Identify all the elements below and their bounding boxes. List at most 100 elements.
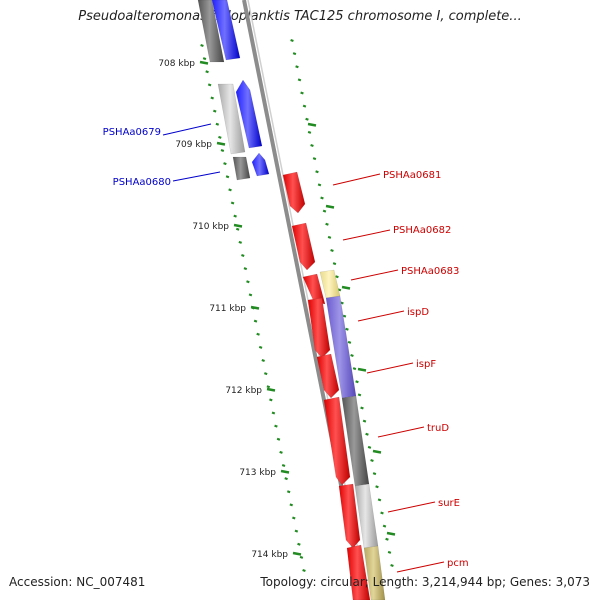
- scale-dash-left: [256, 332, 260, 336]
- forward-gene-arrow: [251, 152, 270, 177]
- tick-label: 709 kbp: [175, 140, 212, 150]
- reverse-gene-arrow: [282, 171, 306, 214]
- tick-mark: [250, 305, 260, 310]
- scale-dash-right: [325, 222, 329, 226]
- gene-label-leader: [366, 362, 414, 374]
- scale-dash-left: [281, 463, 286, 468]
- scale-dash-left: [241, 253, 245, 258]
- gene-label: pcm: [447, 558, 469, 569]
- scale-dash-left: [292, 516, 296, 520]
- scale-dash-left: [225, 175, 230, 179]
- cog-block: [319, 269, 341, 299]
- gene-label: ispF: [416, 359, 436, 370]
- reverse-gene-arrow: [338, 483, 361, 549]
- scale-dash-left: [212, 109, 217, 113]
- scale-dash-right: [360, 406, 364, 410]
- scale-dash-left: [235, 227, 240, 231]
- scale-dash-left: [299, 555, 304, 559]
- gene-label: truD: [427, 423, 449, 434]
- scale-dash-left: [238, 240, 243, 244]
- scale-dash-right: [352, 367, 357, 371]
- scale-dash-right: [372, 472, 377, 476]
- scale-dash-left: [205, 70, 209, 74]
- scale-dash-right: [385, 537, 389, 541]
- scale-dash-left: [220, 148, 225, 153]
- gene-label-leader: [387, 501, 436, 513]
- scale-dash-right: [367, 445, 372, 449]
- scale-dash-left: [286, 490, 291, 494]
- scale-dash-right: [382, 524, 387, 528]
- scale-dash-right: [315, 170, 319, 174]
- reverse-gene-arrow: [291, 222, 316, 271]
- tick-mark: [357, 367, 367, 372]
- scale-dash-left: [276, 437, 281, 441]
- tick-label: 714 kbp: [251, 550, 288, 560]
- scale-dash-right: [305, 117, 309, 121]
- scale-dash-left: [233, 214, 237, 218]
- gene-label: PSHAa0681: [383, 170, 441, 181]
- scale-dash-left: [228, 188, 232, 192]
- scale-dash-left: [274, 424, 278, 428]
- scale-dash-left: [202, 57, 207, 61]
- gene-label-leader: [332, 173, 381, 186]
- accession-label: Accession: NC_007481: [9, 575, 146, 589]
- reverse-gene-arrow: [323, 396, 351, 486]
- scale-dash-right: [390, 563, 394, 568]
- scale-dash-right: [302, 104, 307, 108]
- scale-dash-right: [335, 275, 339, 279]
- scale-dash-right: [290, 38, 294, 43]
- scale-dash-right: [337, 288, 342, 292]
- scale-dash-left: [261, 358, 265, 363]
- scale-dash-left: [200, 43, 204, 48]
- scale-dash-left: [266, 385, 271, 389]
- tick-mark: [216, 141, 226, 146]
- cog-block: [217, 83, 246, 155]
- scale-dash-right: [307, 130, 312, 134]
- scale-dash-left: [207, 83, 212, 87]
- scale-dash-left: [279, 450, 283, 454]
- gene-label: ispD: [407, 307, 429, 318]
- scale-dash-right: [387, 550, 392, 554]
- gene-label-leader: [350, 269, 399, 281]
- scale-dash-right: [327, 235, 332, 239]
- tick-mark: [307, 122, 317, 127]
- tick-label: 710 kbp: [192, 222, 229, 232]
- tick-mark: [280, 469, 290, 474]
- cog-block: [197, 0, 225, 63]
- scale-dash-right: [345, 327, 349, 331]
- genome-stats-label: Topology: circular; Length: 3,214,944 bp…: [260, 575, 590, 589]
- scale-dash-left: [210, 96, 214, 100]
- scale-dash-right: [320, 196, 324, 200]
- scale-dash-right: [297, 78, 302, 82]
- tick-mark: [199, 60, 209, 65]
- gene-label-leader: [342, 229, 391, 241]
- tick-mark: [266, 387, 276, 392]
- scale-dash-right: [310, 143, 314, 148]
- scale-dash-right: [347, 340, 352, 344]
- scale-dash-left: [284, 477, 288, 481]
- tick-mark: [233, 223, 243, 228]
- reverse-gene-arrow: [302, 273, 326, 305]
- reverse-gene-arrow: [307, 297, 331, 359]
- gene-label-leader: [396, 561, 445, 573]
- tick-mark: [292, 551, 302, 556]
- scale-dash-right: [322, 209, 327, 213]
- scale-dash-right: [292, 52, 297, 56]
- tick-label: 713 kbp: [239, 468, 276, 478]
- scale-dash-left: [243, 267, 248, 271]
- scale-dash-left: [246, 280, 250, 284]
- gene-label-leader: [172, 171, 221, 182]
- cog-block: [363, 545, 386, 600]
- scale-dash-right: [312, 157, 317, 161]
- scale-dash-right: [355, 380, 359, 384]
- gene-label-leader: [377, 426, 425, 438]
- reverse-gene-arrow: [346, 544, 371, 600]
- forward-gene-arrow: [211, 0, 241, 61]
- tick-mark: [325, 204, 335, 209]
- cog-block: [232, 156, 251, 181]
- scale-dash-left: [263, 372, 268, 376]
- gene-label-leader: [162, 123, 212, 136]
- tick-mark: [372, 449, 382, 454]
- scale-dash-left: [223, 162, 227, 166]
